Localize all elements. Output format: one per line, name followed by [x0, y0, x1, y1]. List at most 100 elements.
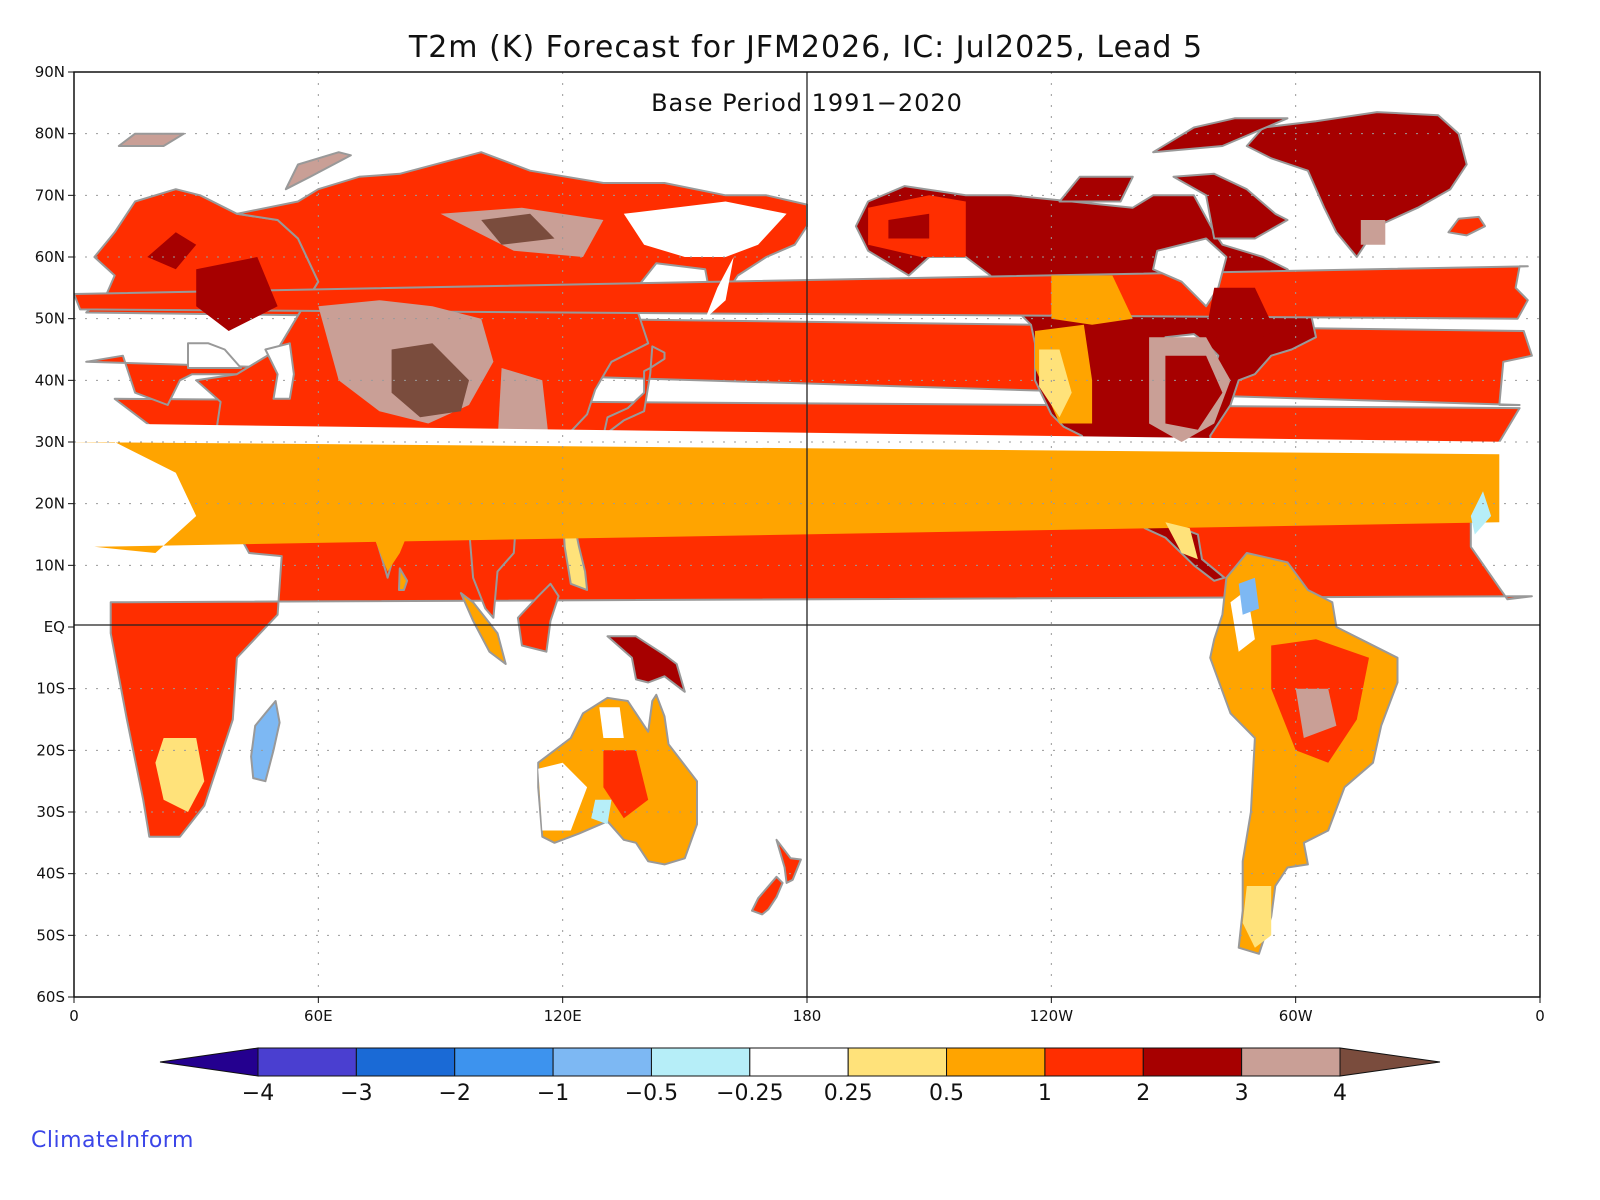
y-tick-label: 60S	[36, 988, 65, 1006]
svalbard-land	[117, 132, 185, 147]
india-orange	[367, 491, 421, 572]
colorbar-label: 2	[1136, 1081, 1150, 1106]
iceland-land	[1447, 215, 1486, 237]
canada-prairie-orange	[1051, 275, 1133, 325]
y-tick-label: 50S	[36, 926, 65, 944]
australia-north-neutral	[599, 707, 624, 738]
far-east-neutral	[623, 201, 787, 257]
colorbar-swatch	[1044, 1047, 1144, 1077]
hudson-bay	[1152, 237, 1228, 308]
east-europe-core	[196, 257, 278, 331]
y-tick-label: 90N	[35, 63, 65, 81]
western-us-neutral	[1039, 349, 1072, 418]
climateinform-credit: ClimateInform	[31, 1128, 194, 1153]
x-tick-label: 0	[1535, 1007, 1545, 1025]
y-tick-label: 60N	[35, 248, 65, 266]
x-tick-label: 120E	[544, 1007, 582, 1025]
scandinavia-core	[147, 232, 197, 270]
graticule-gridlines	[74, 72, 1540, 997]
black-sea	[187, 342, 242, 369]
new-zealand-north	[775, 838, 802, 884]
siberia-core	[481, 213, 555, 245]
sri-lanka-land	[398, 567, 409, 591]
colorbar-label: −0.5	[625, 1081, 678, 1106]
colorbar-swatch	[749, 1047, 849, 1077]
novaya-zemlya	[284, 151, 352, 191]
australia-south-cool	[591, 799, 612, 825]
colorbar-swatch	[454, 1047, 554, 1077]
caspian-sea	[264, 342, 295, 400]
patagonia-yellow	[1242, 886, 1272, 948]
y-tick-label: EQ	[44, 618, 65, 636]
map-plot-area: 60S 50S 40S 30S 20S 10S EQ 10N 20N 30N 40N 50N 60N 70…	[35, 63, 1545, 1025]
x-tick-label: 60E	[304, 1007, 333, 1025]
colorbar-low-arrow	[159, 1047, 259, 1077]
japan-land	[602, 345, 666, 437]
colorbar-swatch	[257, 1047, 357, 1077]
baffin-island	[1172, 172, 1289, 240]
colorbar-label: −4	[242, 1081, 274, 1106]
colorbar-swatch	[355, 1047, 456, 1077]
y-tick-label: 30S	[36, 803, 65, 821]
x-tick-label: 0	[69, 1007, 79, 1025]
greenland-core	[1360, 220, 1386, 245]
uk-land	[74, 265, 1529, 320]
greenland-land	[1245, 111, 1468, 258]
axis-ticks: 60S 50S 40S 30S 20S 10S EQ 10N 20N 30N 40N 50N 60N 70…	[35, 63, 1545, 1025]
colorbar-label: 0.25	[824, 1081, 873, 1106]
y-tick-label: 10N	[35, 556, 65, 574]
colorbar-swatch	[847, 1047, 948, 1077]
australia-central-red	[603, 750, 649, 819]
y-tick-label: 50N	[35, 310, 65, 328]
colorbar-label: −2	[439, 1081, 471, 1106]
arabia-mix	[236, 454, 298, 541]
colorbar-label: 1	[1038, 1081, 1052, 1106]
colorbar-swatch	[552, 1047, 652, 1077]
colorbar-label: 4	[1333, 1081, 1347, 1106]
colorbar-swatch	[650, 1047, 751, 1077]
y-tick-label: 70N	[35, 186, 65, 204]
colorbar-legend: −4 −3 −2 −1 −0.5 −0.25 0.25 0.5 1 2 3 4	[159, 1047, 1441, 1106]
y-tick-label: 10S	[36, 680, 65, 698]
y-tick-label: 20N	[35, 495, 65, 513]
colorbar-label: 3	[1235, 1081, 1249, 1106]
west-africa-cool	[1470, 491, 1492, 535]
x-tick-label: 120W	[1030, 1007, 1074, 1025]
victoria-island	[1058, 175, 1134, 203]
kamchatka-neutral	[705, 257, 734, 319]
new-guinea-land	[606, 635, 686, 693]
y-tick-label: 40N	[35, 371, 65, 389]
southern-africa-yellow	[155, 738, 205, 812]
colombia-cool	[1238, 577, 1259, 615]
colorbar-label: −1	[537, 1081, 569, 1106]
sahara-orange	[74, 442, 1500, 553]
colorbar-label: −0.25	[716, 1081, 783, 1106]
colorbar-swatch	[1142, 1047, 1243, 1077]
sumatra-land	[459, 592, 507, 665]
ellesmere-island	[1152, 117, 1289, 154]
colorbar-high-arrow	[1339, 1047, 1441, 1077]
chart-title: T2m (K) Forecast for JFM2026, IC: Jul202…	[408, 30, 1203, 65]
x-tick-label: 60W	[1279, 1007, 1313, 1025]
y-tick-label: 40S	[36, 865, 65, 883]
colorbar-label: 0.5	[929, 1081, 964, 1106]
base-period-label: Base Period 1991−2020	[651, 89, 963, 117]
australia-neutral	[538, 762, 588, 831]
y-tick-label: 30N	[35, 433, 65, 451]
brazil-hotspot	[1295, 688, 1337, 738]
central-america-yellow	[1165, 522, 1198, 560]
madagascar-land	[250, 700, 281, 783]
colorbar-swatch	[946, 1047, 1046, 1077]
eastern-us-core	[1165, 355, 1223, 430]
alaska-core	[888, 213, 930, 239]
borneo-land	[516, 582, 560, 653]
x-tick-label: 180	[793, 1007, 822, 1025]
tibet-core	[391, 343, 469, 418]
colorbar-swatch	[1241, 1047, 1341, 1077]
new-zealand-south	[751, 875, 784, 916]
y-tick-label: 20S	[36, 741, 65, 759]
colorbar-label: −3	[340, 1081, 372, 1106]
land-anomaly-fields	[74, 111, 1533, 955]
y-tick-label: 80N	[35, 125, 65, 143]
